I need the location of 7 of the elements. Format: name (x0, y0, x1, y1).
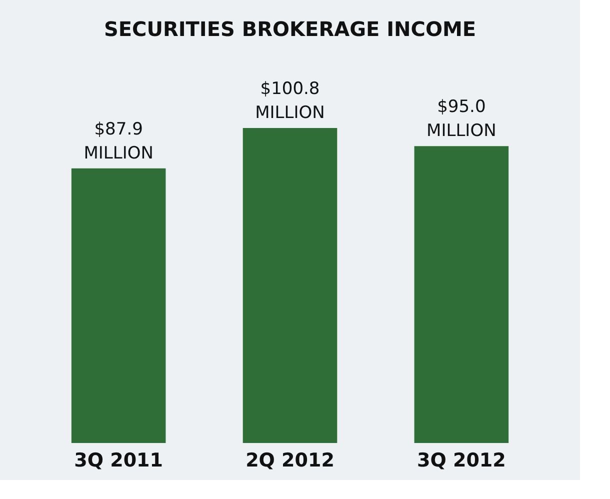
data-label: $87.9 MILLION (84, 119, 154, 164)
data-label: $95.0 MILLION (426, 97, 496, 142)
chart-title: SECURITIES BROKERAGE INCOME (104, 17, 476, 41)
x-tick-label: 2Q 2012 (246, 450, 334, 472)
x-tick-label: 3Q 2012 (416, 450, 506, 472)
data-label: $100.8 MILLION (255, 79, 325, 123)
x-tick-label: 3Q 2011 (74, 450, 164, 472)
